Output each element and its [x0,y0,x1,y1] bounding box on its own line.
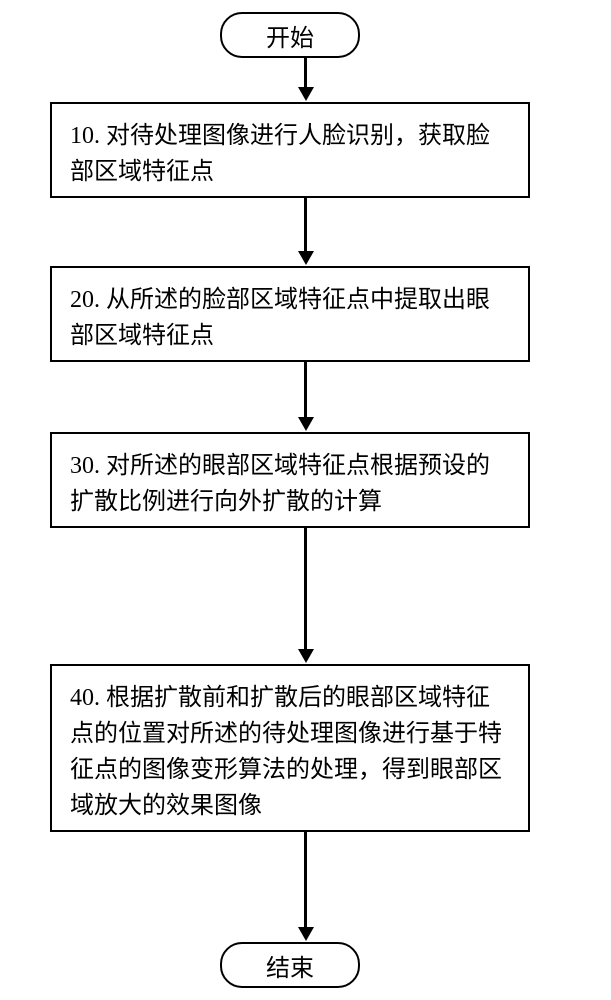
process-step-10: 10. 对待处理图像进行人脸识别，获取脸部区域特征点 [50,102,530,198]
step-dot: . [94,123,106,149]
process-step-40: 40. 根据扩散前和扩散后的眼部区域特征点的位置对所述的待处理图像进行基于特征点… [50,664,530,832]
step-num: 10 [70,123,94,149]
step-dot: . [94,685,106,711]
step-num: 20 [70,287,94,313]
arrow-head [298,251,314,265]
step-dot: . [94,453,106,479]
arrow-4 [298,832,314,941]
terminal-start: 开始 [220,12,360,58]
process-step-20: 20. 从所述的脸部区域特征点中提取出眼部区域特征点 [50,266,530,362]
arrow-2 [298,362,314,431]
arrow-line [304,528,307,650]
arrow-line [304,832,307,928]
arrow-head [298,649,314,663]
step-text: 从所述的脸部区域特征点中提取出眼部区域特征点 [70,287,490,349]
step-num: 30 [70,453,94,479]
arrow-line [304,58,307,88]
arrow-head [298,87,314,101]
flowchart-container: 开始 10. 对待处理图像进行人脸识别，获取脸部区域特征点 20. 从所述的脸部… [0,0,611,1000]
arrow-3 [298,528,314,663]
step-text: 对待处理图像进行人脸识别，获取脸部区域特征点 [70,123,490,185]
arrow-1 [298,198,314,265]
arrow-head [298,417,314,431]
start-label: 开始 [266,18,314,53]
arrow-line [304,362,307,418]
end-label: 结束 [266,948,314,983]
step-num: 40 [70,685,94,711]
step-text: 对所述的眼部区域特征点根据预设的扩散比例进行向外扩散的计算 [70,453,490,515]
arrow-line [304,198,307,252]
step-dot: . [94,287,106,313]
arrow-0 [298,58,314,101]
terminal-end: 结束 [220,942,360,988]
step-text: 根据扩散前和扩散后的眼部区域特征点的位置对所述的待处理图像进行基于特征点的图像变… [70,685,502,819]
process-step-30: 30. 对所述的眼部区域特征点根据预设的扩散比例进行向外扩散的计算 [50,432,530,528]
arrow-head [298,927,314,941]
